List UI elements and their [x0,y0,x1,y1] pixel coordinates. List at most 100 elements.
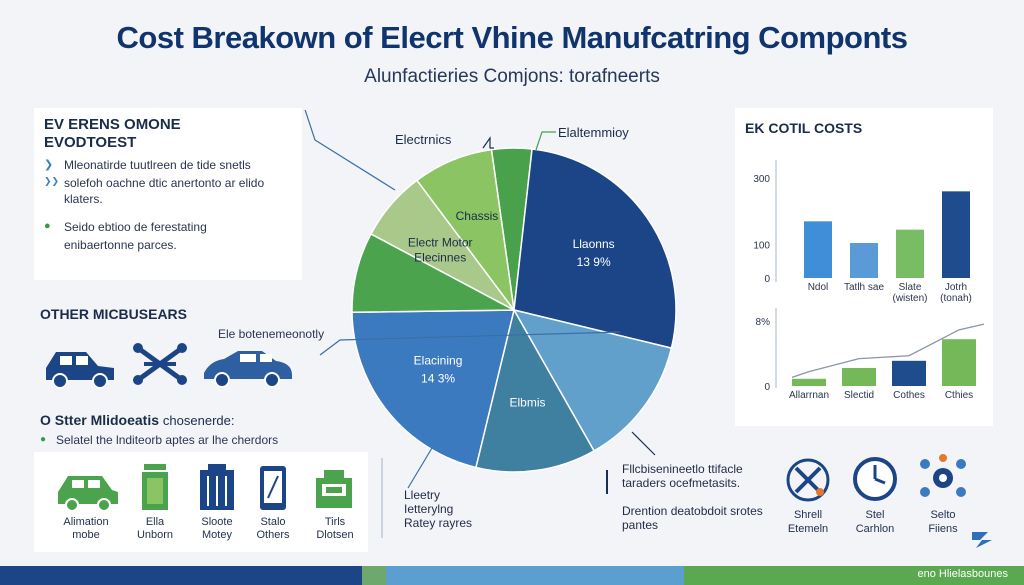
pie-slice [475,307,596,473]
callout-line [482,136,494,149]
page-title: Cost Breakown of Elecrt Vhine Manufcatri… [116,20,908,55]
pie-callout-label: Elaltemmioy [558,125,629,140]
bar [804,221,832,278]
y-tick-label: 0 [764,274,770,285]
category-label: Stalo Others [238,516,308,542]
right-note-line3: Drention deatobdoit srotes [622,504,763,518]
panel-item: solefoh oachne dtic anertonto ar elido [64,176,265,190]
panel-item: Seido ebtioo de ferestating [64,220,207,234]
pie-slice [415,148,515,311]
bin-icon [142,464,168,510]
icon-label: Stel Carhlon [840,508,910,536]
panel-heading-1: EV ERENS OMONE [44,116,181,133]
bar2-bars [792,339,976,386]
pie-slice [512,308,673,452]
category-label-line2: Unborn [136,529,174,541]
section-heading-2: O Stter Mlidoeatis chosenerde: [40,412,234,428]
ev-info-panel: EV ERENS OMONE EVODTOEST ❯ Mleonatirde t… [34,108,302,280]
pie-slices [351,147,677,473]
icon-label: Selto Fiiens [908,508,978,536]
center-note-line1: Lleetry [404,488,441,502]
bar-x-label: Cthies [944,390,974,401]
bar [942,191,970,278]
icon-label-line1: Shrell [793,509,823,521]
right-note: Fllcbisenineetlo ttifacle taraders ocefm… [622,462,763,532]
category-label-line2: Motey [202,529,232,541]
pie-slice-label: Elecinnes [414,251,466,265]
bar-x-label: Jotrh (tonah) [940,282,972,304]
category-label-line1: Ella [145,516,165,528]
icon-label-line1: Selto [930,509,956,521]
brand-logo-icon [972,532,992,548]
bar-x-label: Slate (wisten) [892,282,928,304]
double-chevron-icon: ❯❯ [44,176,60,186]
top-bar-chart: 0 100 300 [753,160,970,285]
callout-lines [304,110,656,489]
bar [896,229,924,278]
y-tick-label: 8% [756,317,771,328]
trend-line [791,323,985,378]
callout-line [407,447,433,489]
category-label-line1: Alimation [63,516,109,528]
right-note-line2: taraders ocefmetasits. [622,476,741,490]
category-label-line2: Dlotsen [316,529,354,541]
category-label-line1: Stalo [260,516,286,528]
y-tick-label: 0 [764,382,770,393]
icon-label: Shrell Etemeln [773,508,843,536]
category-label-line2: mobe [72,529,100,541]
y-tick-label: 300 [753,174,770,185]
bullet-icon: ● [44,220,51,232]
footer-text: eno Hlielasbounes [917,568,1008,580]
right-note-line4: pantes [622,518,659,532]
pie-callout-label: Electrnics [395,132,452,147]
bar-x-label: Cothes [893,390,925,401]
car-icon [58,476,118,512]
icon-label-line2: Carhlon [855,523,895,535]
bar2-ticks: 0 8% [756,317,771,393]
pie-slice [513,148,677,349]
chevron-right-icon: ❯ [44,159,54,171]
battery-icon [200,464,234,510]
center-note-line3: Ratey rayres [404,516,473,530]
right-note-line1: Fllcbisenineetlo ttifacle [622,462,743,476]
divider [381,458,383,538]
pie-slice-label: Electr Motor [408,236,473,250]
bottom-bar-chart: 0 8% [756,308,985,393]
bar [792,378,826,386]
callout-line [304,110,396,191]
center-note-line2: Ietterylng [404,502,454,516]
bar1-ticks: 0 100 300 [753,174,770,285]
car-icon [46,352,114,389]
page-subtitle: Alunfactieries Comjons: torafneerts [364,66,660,87]
pie-slice [351,309,515,469]
bar [842,368,876,386]
bullet-icon: ● [40,434,47,445]
clock-icon [853,457,897,501]
bar-x-label: Slectid [843,390,874,401]
chassis-frame-icon [133,343,187,385]
tablet-icon [260,466,286,510]
category-label: Alimation mobe [51,516,121,542]
category-label: Ella Unborn [120,516,190,542]
panel-item: Mleonatirde tuutlreen de tide snetls [64,158,251,172]
pie-labels: Llaonns 13 9% Elbmis Elacining 14 3% Electr M… [408,209,615,409]
bar-x-label: Ndol [807,282,829,293]
bar-chart-title: EK COTIL COSTS [745,120,863,136]
pie-slice-label: Elbmis [510,395,546,409]
pie-slice-label: Elacining [414,354,463,368]
pie-slice-label: Llaonns [573,237,615,251]
machine-icon [316,470,352,508]
callout-line [535,131,556,151]
section-heading: OTHER MICBUSEARS [40,306,188,322]
pie-value-label: 14 3% [421,372,455,386]
panel-item: enibaertonne parces. [64,238,177,252]
note-bar [606,470,608,494]
bar [892,360,926,386]
panel-item: klaters. [64,192,103,206]
vehicle-callout-label: Ele botenemeonotly [218,327,325,341]
callout-line [319,331,621,356]
category-label: Sloote Motey [182,516,252,542]
category-label: Tirls Dlotsen [300,516,370,542]
cost-pie-chart: Llaonns 13 9% Elbmis Elacining 14 3% Electr M… [304,110,677,489]
category-label-line2: Others [256,529,290,541]
